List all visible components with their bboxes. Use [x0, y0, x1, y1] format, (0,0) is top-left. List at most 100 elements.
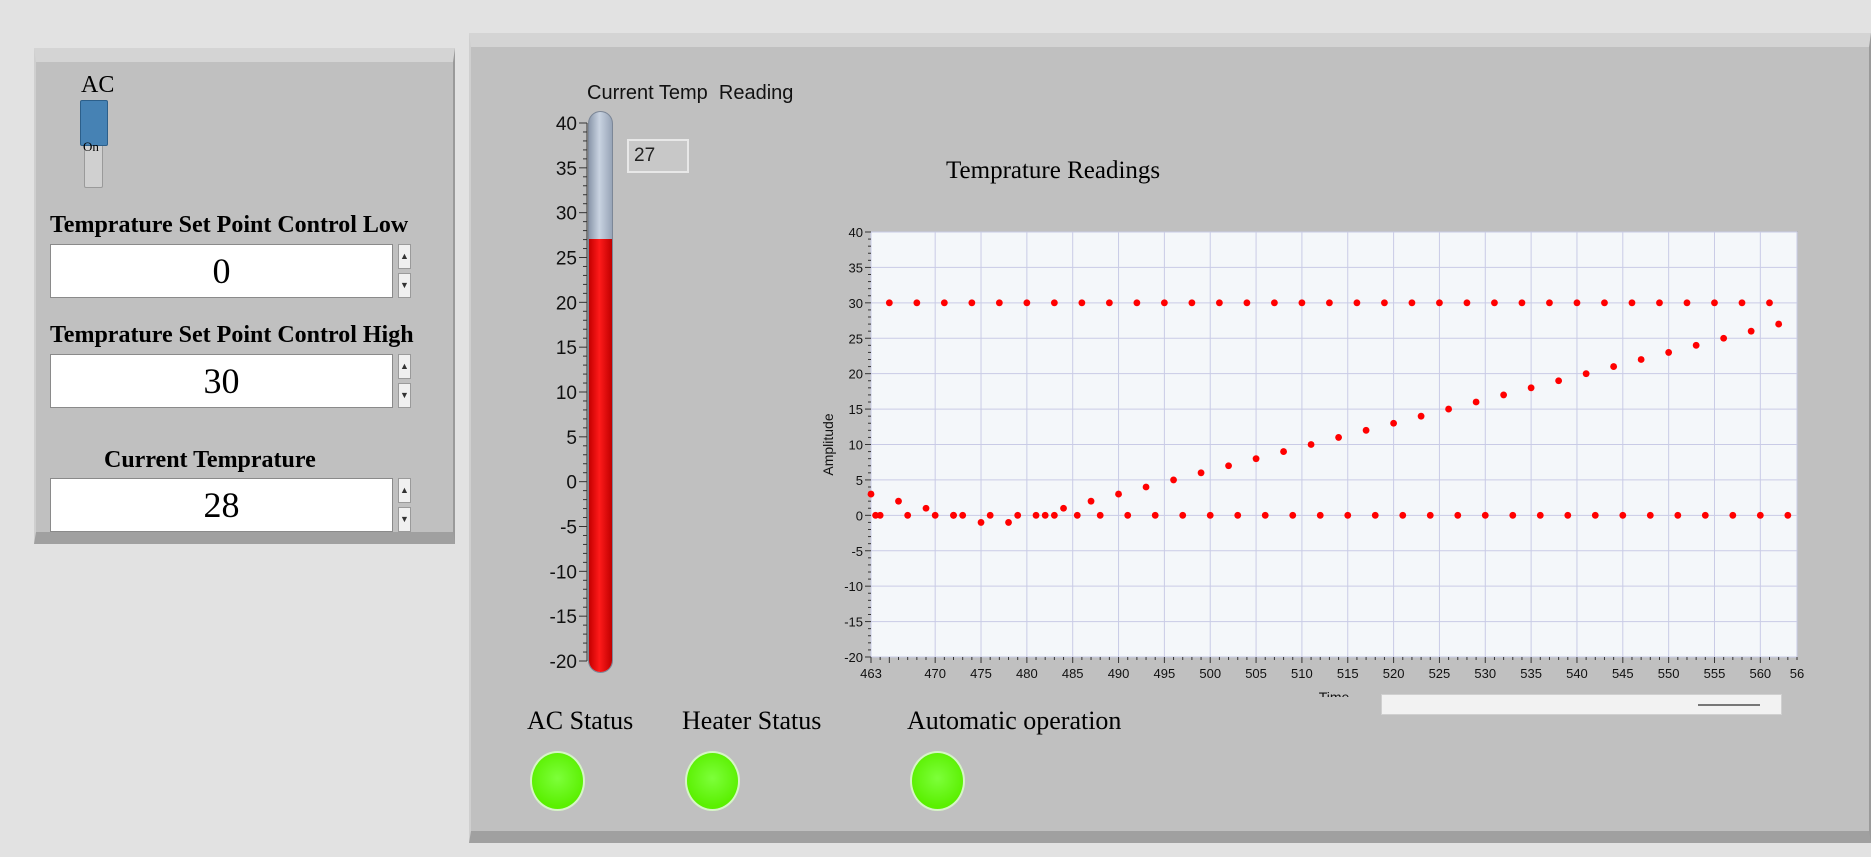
- increment-arrow-icon[interactable]: ▲: [398, 478, 411, 503]
- data-point: [1096, 511, 1104, 519]
- x-tick-label: 505: [1245, 666, 1267, 681]
- scale-tick-label: 10: [556, 383, 577, 404]
- data-point: [1179, 511, 1187, 519]
- data-point: [1362, 426, 1370, 434]
- set-point-high-input[interactable]: 30: [50, 354, 393, 408]
- current-temperature-spinner: ▲ ▼: [398, 478, 411, 532]
- scale-tick-label: 5: [566, 428, 577, 449]
- data-point: [1087, 497, 1095, 505]
- data-point: [1280, 448, 1287, 455]
- data-point: [1472, 398, 1480, 406]
- chart-scrollbar[interactable]: [1381, 694, 1782, 715]
- increment-arrow-icon[interactable]: ▲: [398, 354, 411, 379]
- toggle-state-text: On: [83, 139, 99, 154]
- data-point: [1564, 511, 1572, 519]
- data-point: [1747, 327, 1755, 335]
- data-point: [1014, 511, 1022, 519]
- data-point: [1582, 370, 1590, 378]
- y-tick-label: 30: [849, 296, 863, 311]
- data-point: [1619, 511, 1627, 519]
- chart-title: Temprature Readings: [946, 157, 1161, 184]
- scrollbar-thumb[interactable]: [1698, 704, 1760, 706]
- data-point: [1646, 511, 1654, 519]
- current-temperature-label: Current Temprature: [104, 447, 316, 473]
- data-point: [1417, 412, 1425, 420]
- data-point: [1050, 511, 1058, 519]
- data-point: [1206, 511, 1214, 519]
- x-tick-label: 550: [1658, 666, 1680, 681]
- data-point: [1234, 511, 1242, 519]
- x-tick-label: 560: [1749, 666, 1771, 681]
- scale-tick-label: -20: [550, 652, 577, 673]
- set-point-high-spinner: ▲ ▼: [398, 354, 411, 408]
- data-point: [1271, 299, 1278, 307]
- thermometer: [588, 111, 613, 673]
- data-point: [1637, 356, 1645, 363]
- thermometer-label: Current Temp Reading: [587, 82, 794, 104]
- data-point: [1546, 299, 1553, 307]
- data-point: [1261, 511, 1269, 519]
- data-point: [1335, 434, 1342, 441]
- data-point: [1151, 511, 1159, 519]
- data-point: [1215, 299, 1223, 307]
- automatic-operation-led: [910, 751, 965, 811]
- y-tick-label: 0: [856, 508, 863, 523]
- x-tick-label: 535: [1520, 666, 1542, 681]
- data-point: [1073, 511, 1081, 519]
- x-tick-label: 540: [1566, 666, 1588, 681]
- data-point: [1756, 511, 1764, 519]
- data-point: [1381, 299, 1388, 307]
- data-point: [1784, 511, 1792, 519]
- data-point: [1032, 511, 1040, 519]
- increment-arrow-icon[interactable]: ▲: [398, 244, 411, 269]
- data-point: [1436, 299, 1443, 307]
- ac-status-led: [530, 751, 585, 811]
- set-point-low-input[interactable]: 0: [50, 244, 393, 298]
- data-point: [876, 511, 884, 519]
- data-point: [1426, 511, 1434, 519]
- data-point: [1500, 391, 1508, 399]
- y-tick-label: 10: [849, 438, 863, 453]
- data-point: [1683, 299, 1691, 307]
- x-tick-label: 485: [1062, 666, 1084, 681]
- data-point: [1170, 476, 1177, 484]
- data-point: [1326, 299, 1333, 307]
- scale-tick-label: -10: [550, 562, 577, 583]
- y-tick-label: -10: [844, 579, 863, 594]
- data-point: [1050, 299, 1058, 307]
- y-axis-label: Amplitude: [820, 413, 836, 475]
- data-point: [1610, 363, 1618, 370]
- y-tick-label: 35: [849, 260, 863, 275]
- data-point: [1720, 334, 1728, 342]
- data-point: [931, 511, 939, 519]
- current-temperature-input[interactable]: 28: [50, 478, 393, 532]
- x-tick-label: 495: [1154, 666, 1176, 681]
- data-point: [1252, 455, 1260, 463]
- data-point: [1665, 349, 1673, 356]
- scale-tick-label: -5: [560, 518, 577, 539]
- ac-toggle-switch[interactable]: On: [80, 100, 110, 190]
- data-point: [1555, 377, 1563, 385]
- decrement-arrow-icon[interactable]: ▼: [398, 273, 411, 298]
- x-tick-label: 515: [1337, 666, 1359, 681]
- decrement-arrow-icon[interactable]: ▼: [398, 507, 411, 532]
- data-point: [913, 299, 921, 307]
- ac-switch-label: AC: [81, 72, 115, 98]
- data-point: [1316, 511, 1324, 519]
- data-point: [1188, 299, 1196, 307]
- data-point: [1775, 320, 1783, 328]
- toggle-knob[interactable]: [80, 100, 108, 146]
- data-point: [1628, 299, 1636, 307]
- data-point: [895, 497, 902, 505]
- scale-tick-label: 35: [556, 159, 577, 180]
- data-point: [1591, 511, 1599, 519]
- data-point: [1518, 299, 1526, 307]
- x-tick-label: 530: [1474, 666, 1496, 681]
- data-point: [1225, 462, 1232, 470]
- x-axis-label: Time: [1319, 689, 1350, 697]
- scale-tick-label: 40: [556, 114, 577, 135]
- decrement-arrow-icon[interactable]: ▼: [398, 383, 411, 408]
- data-point: [1509, 511, 1517, 519]
- data-point: [1601, 299, 1608, 307]
- data-point: [1289, 511, 1297, 519]
